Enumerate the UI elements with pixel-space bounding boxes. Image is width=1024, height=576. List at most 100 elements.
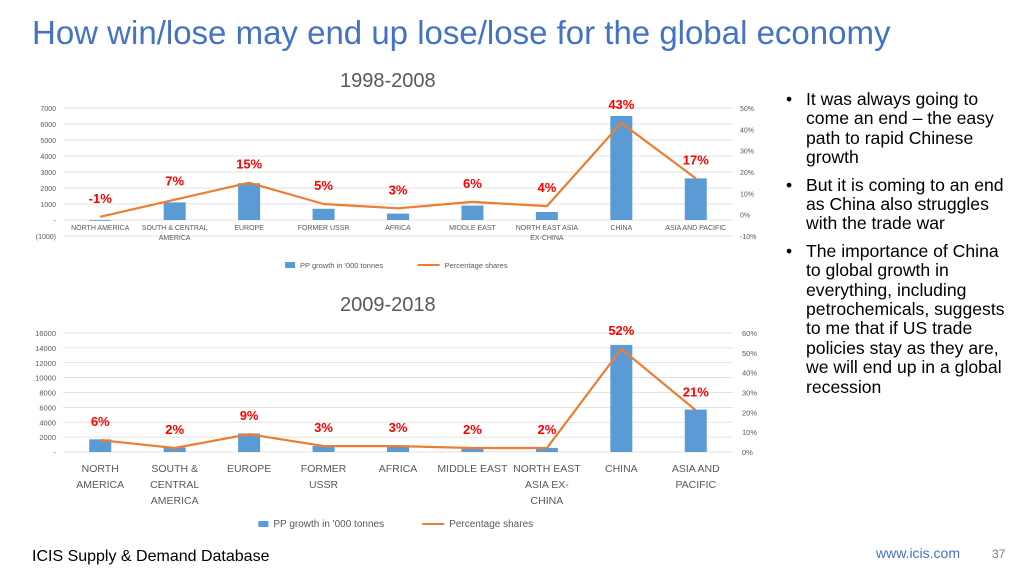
slide-title: How win/lose may end up lose/lose for th… (32, 14, 891, 51)
data-label: 9% (240, 408, 259, 423)
chart-1-title: 1998-2008 (340, 70, 436, 92)
x-tick-label: ASIA AND PACIFIC (665, 225, 726, 232)
bar (684, 178, 707, 220)
bar (238, 183, 261, 220)
data-label: 3% (389, 420, 408, 435)
bar (610, 116, 633, 220)
legend-label: PP growth in '000 tonnes (273, 519, 384, 530)
x-tick-label: USSR (309, 479, 339, 491)
y-left-tick-label: 6000 (39, 403, 56, 412)
bullet-item: • The importance of China to global growt… (786, 240, 1018, 397)
y-right-tick-label: 30% (740, 149, 754, 156)
data-label: 6% (463, 176, 482, 191)
data-label: 6% (91, 414, 110, 429)
percentage-line (99, 121, 697, 218)
x-tick-label: NORTH EAST (513, 463, 581, 475)
page-number: 37 (992, 547, 1006, 561)
data-label: 21% (683, 384, 709, 399)
y-right-tick-label: 0% (740, 213, 750, 220)
data-label: 43% (608, 97, 634, 112)
data-label: 2% (165, 422, 184, 437)
y-right-tick-label: 20% (740, 170, 754, 177)
bullet-dot-icon: • (786, 240, 793, 261)
y-left-tick-label: 16000 (35, 329, 56, 338)
bullet-text: The importance of China to global growth… (806, 240, 1005, 397)
y-right-tick-label: 40% (742, 369, 757, 378)
y-left-tick-label: - (54, 448, 57, 457)
x-tick-label: FORMER USSR (298, 225, 350, 232)
bar (163, 202, 186, 220)
x-tick-label: CHINA (531, 495, 564, 507)
y-left-tick-label: 2000 (39, 433, 56, 442)
x-tick-label: AFRICA (379, 463, 418, 475)
bar (610, 344, 633, 452)
x-tick-label: NORTH EAST ASIA (516, 225, 579, 232)
bar (535, 447, 558, 452)
chart-2: - 2000 4000 6000 8000 10000 12000 14000 16000 0% 1… (35, 323, 757, 530)
legend-bar-swatch (285, 262, 296, 268)
data-label: 5% (314, 178, 333, 193)
y-right-tick-label: 40% (740, 127, 754, 134)
y-left-tick-label: 1000 (40, 202, 56, 209)
x-tick-label: NORTH AMERICA (71, 225, 130, 232)
x-tick-label: ASIA EX- (525, 479, 569, 491)
bar (238, 433, 261, 452)
x-tick-label: SOUTH & CENTRAL (142, 225, 208, 232)
y-right-tick-label: -10% (740, 234, 756, 241)
y-left-tick-label: 8000 (39, 389, 56, 398)
legend-label: PP growth in '000 tonnes (300, 261, 383, 270)
x-tick-label: NORTH (82, 463, 119, 475)
x-tick-label: EUROPE (227, 463, 271, 475)
x-tick-label: AMERICA (76, 479, 124, 491)
bullet-text: It was always going to come an end – the… (806, 89, 994, 168)
x-tick-label: CHINA (610, 225, 632, 232)
y-left-tick-label: 2000 (40, 186, 56, 193)
percentage-line (100, 347, 697, 450)
y-right-tick-label: 50% (740, 106, 754, 113)
chart-2-title: 2009-2018 (340, 294, 436, 316)
y-right-tick-label: 10% (740, 191, 754, 198)
y-left-tick-label: 3000 (40, 170, 56, 177)
y-right-tick-label: 0% (742, 448, 753, 457)
y-left-tick-label: 7000 (40, 106, 56, 113)
x-tick-label: AFRICA (385, 225, 411, 232)
bar (461, 448, 484, 452)
website-link[interactable]: www.icis.com (876, 545, 961, 561)
x-tick-label: SOUTH & (151, 463, 198, 475)
bar (535, 212, 558, 220)
bar (312, 446, 335, 452)
y-left-tick-label: 4000 (40, 154, 56, 161)
source-text: ICIS Supply & Demand Database (32, 548, 270, 565)
bullet-dot-icon: • (786, 89, 793, 109)
bar (387, 446, 409, 452)
x-tick-label: AMERICA (159, 235, 191, 242)
data-label: 2% (463, 422, 482, 437)
y-left-tick-label: 14000 (35, 344, 56, 353)
bullet-dot-icon: • (786, 174, 793, 195)
y-left-tick-label: 6000 (40, 122, 56, 129)
data-label: -1% (89, 191, 113, 206)
y-left-tick-label: (1000) (36, 234, 56, 241)
y-right-tick-label: 50% (742, 349, 757, 358)
bar (387, 213, 409, 220)
x-tick-label: FORMER (301, 463, 347, 475)
y-right-tick-label: 60% (742, 329, 757, 338)
x-tick-label: EX-CHINA (530, 235, 564, 242)
x-tick-label: CHINA (605, 463, 638, 475)
x-tick-label: MIDDLE EAST (437, 463, 508, 475)
data-label: 15% (236, 157, 262, 172)
x-tick-label: AMERICA (151, 495, 199, 507)
y-left-tick-label: 5000 (40, 138, 56, 145)
bar (461, 205, 484, 220)
x-tick-label: EUROPE (234, 225, 264, 232)
bullet-list: • It was always going to come an end – th… (786, 89, 1018, 405)
y-right-tick-label: 30% (742, 389, 757, 398)
data-label: 4% (537, 180, 556, 195)
data-label: 3% (389, 182, 408, 197)
x-tick-label: MIDDLE EAST (449, 225, 496, 232)
bullet-item: • It was always going to come an end – th… (786, 89, 1018, 168)
legend-label: Percentage shares (445, 261, 508, 270)
y-right-tick-label: 10% (742, 428, 757, 437)
bar (89, 220, 112, 221)
bar (89, 439, 112, 452)
